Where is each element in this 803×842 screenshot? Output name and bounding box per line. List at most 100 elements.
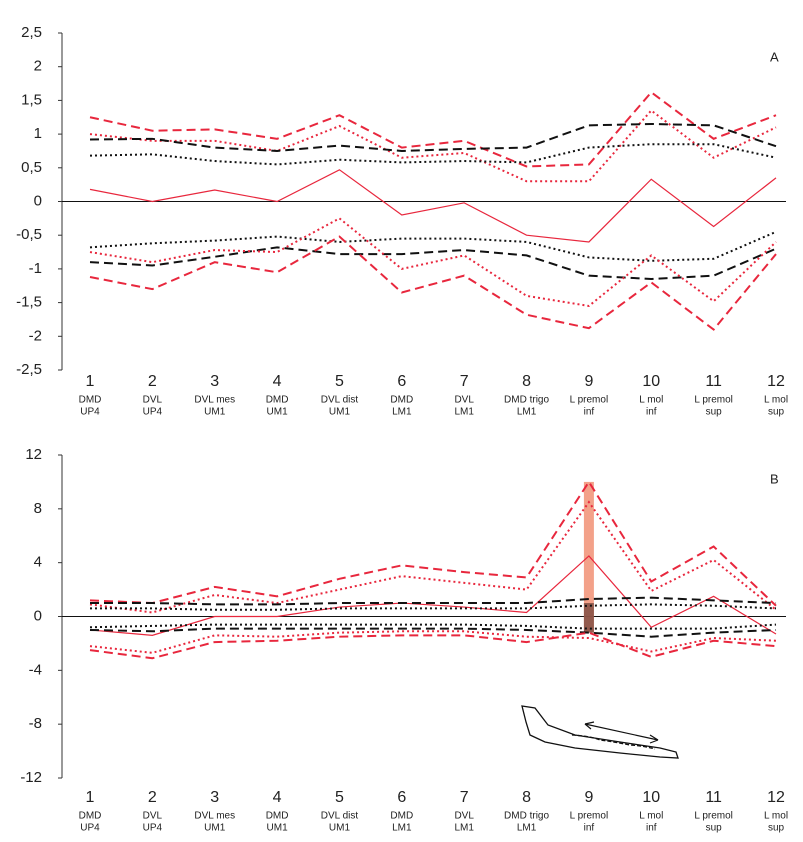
- y-tick-label: -2,5: [16, 361, 42, 378]
- x-tick-label: 9: [584, 373, 593, 390]
- y-tick-label: 0: [34, 192, 42, 209]
- x-tick-label: 4: [273, 373, 282, 390]
- x-tick-label: 11: [705, 373, 722, 390]
- x-tick-label: 8: [522, 789, 531, 806]
- x-tick-label: 9: [584, 789, 593, 806]
- x-tick-label: 5: [335, 789, 344, 806]
- y-tick-label: -1: [29, 260, 42, 277]
- x-tick-label: 5: [335, 373, 344, 390]
- series-line: [89, 627, 777, 638]
- x-tick-description: DMD: [79, 395, 102, 406]
- x-tick-description: UM1: [329, 823, 351, 834]
- x-tick-description: L premol: [570, 811, 609, 822]
- series-line: [89, 631, 777, 660]
- y-tick-label: -12: [20, 769, 42, 786]
- x-tick-description: LM1: [454, 407, 474, 418]
- x-tick-description: inf: [584, 407, 595, 418]
- highlight-inner: [583, 603, 594, 633]
- x-tick-label: 7: [460, 789, 469, 806]
- x-tick-description: UP4: [80, 823, 100, 834]
- panel-label: A: [770, 49, 779, 64]
- x-tick-label: 3: [210, 789, 219, 806]
- x-tick-description: sup: [706, 823, 723, 834]
- x-tick-description: DVL: [454, 395, 474, 406]
- x-tick-description: DMD: [266, 395, 289, 406]
- x-tick-description: UP4: [143, 407, 163, 418]
- x-tick-label: 1: [86, 789, 95, 806]
- x-tick-description: LM1: [517, 823, 537, 834]
- x-tick-description: L premol: [694, 395, 733, 406]
- y-tick-label: 12: [25, 446, 42, 463]
- x-tick-description: DVL dist: [321, 395, 359, 406]
- series-line: [89, 109, 777, 183]
- series-line: [89, 246, 777, 281]
- x-tick-description: DVL mes: [194, 811, 235, 822]
- series-line: [90, 596, 777, 606]
- series-line: [89, 480, 777, 607]
- x-tick-description: LM1: [454, 823, 474, 834]
- x-tick-description: DMD: [79, 811, 102, 822]
- y-tick-label: -0,5: [16, 226, 42, 243]
- x-tick-label: 2: [148, 373, 157, 390]
- x-tick-description: inf: [584, 823, 595, 834]
- x-tick-description: LM1: [392, 823, 412, 834]
- x-tick-label: 2: [148, 789, 157, 806]
- x-tick-label: 8: [522, 373, 531, 390]
- x-tick-label: 10: [642, 789, 660, 806]
- x-tick-description: UM1: [267, 407, 289, 418]
- x-tick-description: DVL: [143, 811, 163, 822]
- x-tick-description: L premol: [694, 811, 733, 822]
- x-tick-label: 12: [767, 373, 785, 390]
- x-tick-label: 4: [273, 789, 282, 806]
- series-line: [90, 603, 777, 611]
- y-tick-label: 0,5: [21, 159, 42, 176]
- x-tick-description: L mol: [764, 811, 788, 822]
- x-tick-description: UM1: [267, 823, 289, 834]
- series-line: [89, 235, 777, 331]
- x-tick-label: 1: [86, 373, 95, 390]
- y-tick-label: 0: [34, 607, 42, 624]
- x-tick-description: DMD trigo: [504, 811, 549, 822]
- x-tick-description: DVL: [454, 811, 474, 822]
- x-tick-description: sup: [706, 407, 723, 418]
- y-tick-label: -8: [29, 715, 42, 732]
- x-tick-label: 7: [460, 373, 469, 390]
- x-tick-description: UM1: [204, 407, 226, 418]
- x-tick-description: DVL: [143, 395, 163, 406]
- x-tick-label: 10: [642, 373, 660, 390]
- x-tick-description: DMD trigo: [504, 395, 549, 406]
- x-tick-description: sup: [768, 823, 785, 834]
- y-tick-label: 2,5: [21, 24, 42, 41]
- x-tick-label: 12: [767, 789, 785, 806]
- x-tick-description: UM1: [204, 823, 226, 834]
- x-tick-description: L mol: [639, 395, 663, 406]
- series-line: [89, 555, 777, 636]
- x-tick-description: DVL dist: [321, 811, 359, 822]
- x-tick-description: sup: [768, 407, 785, 418]
- x-tick-label: 11: [705, 789, 722, 806]
- x-tick-description: DMD: [390, 395, 413, 406]
- jaw-illustration: [521, 705, 679, 759]
- x-tick-description: L mol: [639, 811, 663, 822]
- y-tick-label: 2: [34, 58, 42, 75]
- y-tick-label: 4: [34, 554, 42, 571]
- x-tick-description: DMD: [390, 811, 413, 822]
- x-tick-description: inf: [646, 407, 657, 418]
- x-tick-description: UM1: [329, 407, 351, 418]
- x-tick-description: L premol: [570, 395, 609, 406]
- series-line: [89, 143, 777, 166]
- x-tick-description: UP4: [80, 407, 100, 418]
- y-tick-label: 1,5: [21, 91, 42, 108]
- x-tick-label: 3: [210, 373, 219, 390]
- x-tick-description: UP4: [143, 823, 163, 834]
- x-tick-description: LM1: [517, 407, 537, 418]
- series-line: [89, 230, 777, 262]
- series-line: [89, 500, 777, 614]
- y-tick-label: 8: [34, 500, 42, 517]
- series-line: [89, 217, 777, 308]
- y-tick-label: -4: [29, 661, 42, 678]
- x-tick-description: LM1: [392, 407, 412, 418]
- highlight-bar: [583, 481, 594, 633]
